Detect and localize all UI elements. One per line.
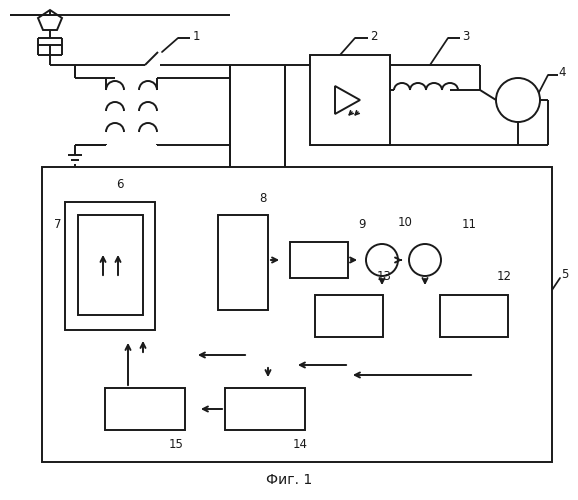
Text: 7: 7 [54, 218, 62, 232]
Bar [65, 202, 155, 330]
Text: 3: 3 [462, 30, 470, 43]
Text: 5: 5 [561, 268, 569, 281]
Text: 11: 11 [461, 218, 476, 232]
Text: 8: 8 [260, 192, 266, 205]
Text: 4: 4 [558, 66, 566, 80]
Bar [310, 55, 390, 145]
Text: 10: 10 [398, 216, 413, 228]
Text: 6: 6 [116, 178, 124, 192]
Circle shape [496, 78, 540, 122]
Text: 2: 2 [370, 30, 378, 43]
Circle shape [366, 244, 398, 276]
Bar [290, 242, 348, 278]
Bar [225, 388, 305, 430]
Bar [105, 388, 185, 430]
Text: 15: 15 [169, 438, 183, 452]
Bar [42, 167, 552, 462]
Text: 14: 14 [292, 438, 307, 452]
Text: 1: 1 [192, 30, 200, 43]
Bar [440, 295, 508, 337]
Bar [315, 295, 383, 337]
Bar [218, 215, 268, 310]
Circle shape [409, 244, 441, 276]
Text: Фиг. 1: Фиг. 1 [266, 473, 312, 487]
Text: 9: 9 [358, 218, 366, 232]
Text: 13: 13 [376, 270, 391, 283]
Bar [78, 215, 143, 315]
Text: 12: 12 [497, 270, 512, 283]
